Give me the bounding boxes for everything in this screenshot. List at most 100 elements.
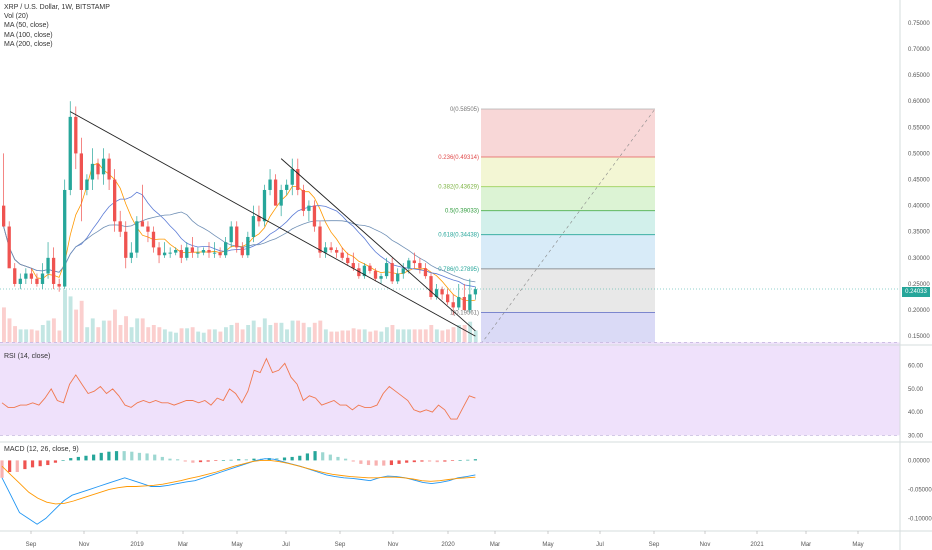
volume-bar bbox=[190, 327, 195, 344]
volume-bar bbox=[235, 322, 239, 344]
volume-bar bbox=[412, 329, 417, 344]
candle-body bbox=[85, 179, 89, 190]
candle-body bbox=[457, 297, 461, 308]
candle-body bbox=[113, 179, 117, 222]
candle-body bbox=[240, 247, 244, 256]
price-tick-label: 0.30000 bbox=[908, 256, 930, 262]
candle-body bbox=[251, 216, 256, 237]
macd-histogram-bar bbox=[107, 451, 111, 461]
macd-histogram-bar bbox=[275, 458, 279, 461]
candle-body bbox=[146, 226, 150, 232]
macd-histogram-bar bbox=[122, 451, 126, 461]
macd-histogram-bar bbox=[221, 460, 226, 461]
candle-body bbox=[29, 273, 34, 279]
volume-bar bbox=[46, 320, 51, 344]
candle-body bbox=[129, 252, 133, 258]
candle-body bbox=[140, 221, 145, 227]
macd-histogram-bar bbox=[8, 460, 12, 472]
volume-bar bbox=[135, 318, 140, 344]
volume-bar bbox=[63, 289, 67, 344]
indicator-ma200[interactable]: MA (200, close) bbox=[4, 40, 53, 48]
volume-bar bbox=[423, 329, 428, 344]
ma200-line bbox=[3, 211, 476, 283]
x-tick-label: Sep bbox=[649, 542, 660, 548]
macd-histogram-bar bbox=[313, 451, 317, 461]
volume-bar bbox=[318, 320, 323, 344]
current-price-badge: 0.24033 bbox=[902, 287, 930, 297]
x-tick-label: Nov bbox=[700, 542, 711, 548]
volume-bar bbox=[146, 327, 151, 344]
macd-histogram-bar bbox=[15, 460, 19, 472]
candle-body bbox=[257, 216, 261, 222]
fib-level-label: 0.786(0.27895) bbox=[438, 267, 479, 273]
macd-histogram-bar bbox=[183, 460, 187, 462]
price-pane[interactable]: 0(0.58505) 0.236(0.49314) 0.382(0.43629) 0.… bbox=[0, 101, 900, 345]
candle-body bbox=[157, 247, 161, 256]
volume-bar bbox=[384, 327, 389, 344]
volume-bar bbox=[68, 296, 73, 344]
macd-histogram-bar bbox=[374, 460, 378, 466]
candle-body bbox=[218, 252, 222, 256]
indicator-ma50[interactable]: MA (50, close) bbox=[4, 22, 49, 30]
candle-body bbox=[207, 250, 211, 253]
volume-bar bbox=[446, 329, 450, 344]
candle-body bbox=[185, 247, 189, 258]
candle-body bbox=[246, 236, 250, 256]
fib-level-label: 0.382(0.43629) bbox=[438, 185, 479, 191]
volume-bar bbox=[346, 330, 350, 344]
macd-histogram-bar bbox=[191, 460, 195, 463]
volume-bar bbox=[207, 329, 212, 344]
candle-body bbox=[329, 247, 333, 251]
candle-body bbox=[373, 270, 378, 279]
candle-body bbox=[174, 250, 178, 253]
candle-body bbox=[362, 265, 367, 277]
rsi-pane[interactable]: 60.00 50.00 40.00 30.00 bbox=[0, 342, 924, 439]
macd-histogram-bar bbox=[420, 460, 424, 462]
volume-bar bbox=[24, 329, 29, 344]
indicator-ma100[interactable]: MA (100, close) bbox=[4, 31, 53, 39]
x-tick-label: May bbox=[231, 542, 242, 548]
x-tick-label: 2020 bbox=[441, 542, 455, 548]
volume-bar bbox=[79, 300, 84, 344]
volume-bar bbox=[179, 328, 184, 344]
macd-histogram-bar bbox=[244, 459, 248, 461]
volume-bar bbox=[251, 320, 256, 344]
candle-body bbox=[384, 263, 389, 277]
volume-bar bbox=[201, 332, 206, 344]
fib-zone bbox=[481, 234, 655, 269]
macd-histogram-bar bbox=[69, 458, 73, 461]
fib-zone bbox=[481, 210, 655, 235]
macd-pane[interactable]: 0.00000 -0.05000 -0.10000 bbox=[0, 451, 932, 525]
candle-body bbox=[35, 278, 39, 284]
x-tick-label: Nov bbox=[388, 542, 399, 548]
volume-bar bbox=[185, 328, 190, 344]
volume-bar bbox=[13, 326, 17, 344]
price-tick-label: 0.50000 bbox=[908, 151, 930, 157]
volume-bar bbox=[357, 329, 362, 344]
volume-bar bbox=[340, 330, 345, 344]
signal-line bbox=[1, 459, 476, 505]
macd-histogram-bar bbox=[23, 460, 27, 470]
volume-bar bbox=[218, 331, 223, 344]
ma100-line bbox=[3, 191, 476, 288]
candle-body bbox=[285, 184, 289, 190]
candle-body bbox=[429, 276, 433, 298]
rsi-label[interactable]: RSI (14, close) bbox=[4, 353, 51, 360]
macd-label[interactable]: MACD (12, 26, close, 9) bbox=[4, 446, 79, 453]
macd-histogram-bar bbox=[412, 460, 416, 463]
candle-body bbox=[318, 226, 322, 253]
macd-histogram-bar bbox=[305, 453, 310, 461]
macd-histogram-bar bbox=[473, 459, 477, 461]
candle-body bbox=[18, 278, 22, 284]
candle-body bbox=[7, 226, 11, 269]
macd-histogram-bar bbox=[84, 455, 88, 461]
rsi-tick-label: 40.00 bbox=[908, 410, 924, 416]
macd-line bbox=[1, 458, 476, 525]
volume-bar bbox=[7, 318, 12, 344]
candle-body bbox=[90, 163, 95, 180]
indicator-vol[interactable]: Vol (20) bbox=[4, 13, 29, 21]
candle-body bbox=[412, 260, 416, 264]
macd-histogram-bar bbox=[206, 460, 210, 462]
